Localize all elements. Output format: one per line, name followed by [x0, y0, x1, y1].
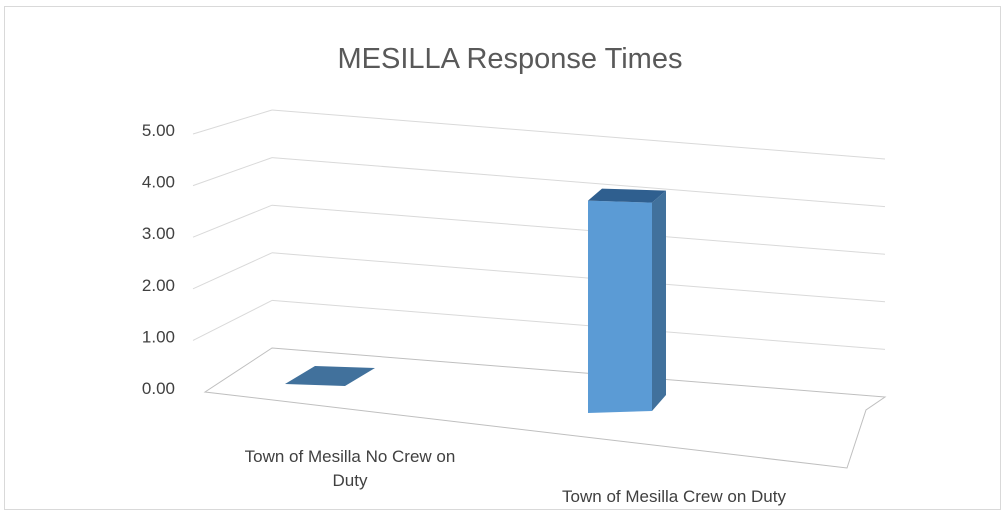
bars: [285, 188, 666, 413]
category-label: Duty: [333, 471, 368, 490]
chart-title: MESILLA Response Times: [338, 43, 683, 75]
gridline-left: [192, 109, 273, 135]
chart-floor: [203, 347, 887, 469]
category-label: Town of Mesilla No Crew on: [245, 447, 456, 466]
bar-side-face: [652, 190, 666, 411]
gridline: [271, 109, 886, 160]
gridline: [271, 252, 886, 303]
floor-outline: [203, 347, 887, 469]
bar-1: [285, 366, 375, 386]
gridline: [271, 204, 886, 255]
gridline-left: [192, 252, 273, 290]
gridlines: [192, 109, 886, 350]
y-tick-label: 1.00: [142, 327, 175, 346]
gridline-left: [192, 299, 273, 341]
gridline-left: [192, 204, 273, 238]
gridline: [271, 299, 886, 350]
y-axis-tick-labels: 0.00 1.00 2.00 3.00 4.00 5.00: [142, 121, 175, 398]
gridline-left: [192, 157, 273, 187]
y-tick-label: 3.00: [142, 224, 175, 243]
bar-top-face: [588, 188, 666, 203]
gridline: [271, 157, 886, 208]
bar-top-face: [285, 366, 375, 386]
bar-2: [588, 188, 666, 413]
y-tick-label: 4.00: [142, 173, 175, 192]
y-tick-label: 2.00: [142, 276, 175, 295]
y-tick-label: 5.00: [142, 121, 175, 140]
chart-area: [4, 6, 1001, 510]
y-tick-label: 0.00: [142, 379, 175, 398]
bar-front-face: [588, 200, 652, 413]
category-label: Town of Mesilla Crew on Duty: [562, 487, 786, 506]
category-labels: Town of Mesilla No Crew on Duty Town of Me…: [245, 447, 787, 506]
